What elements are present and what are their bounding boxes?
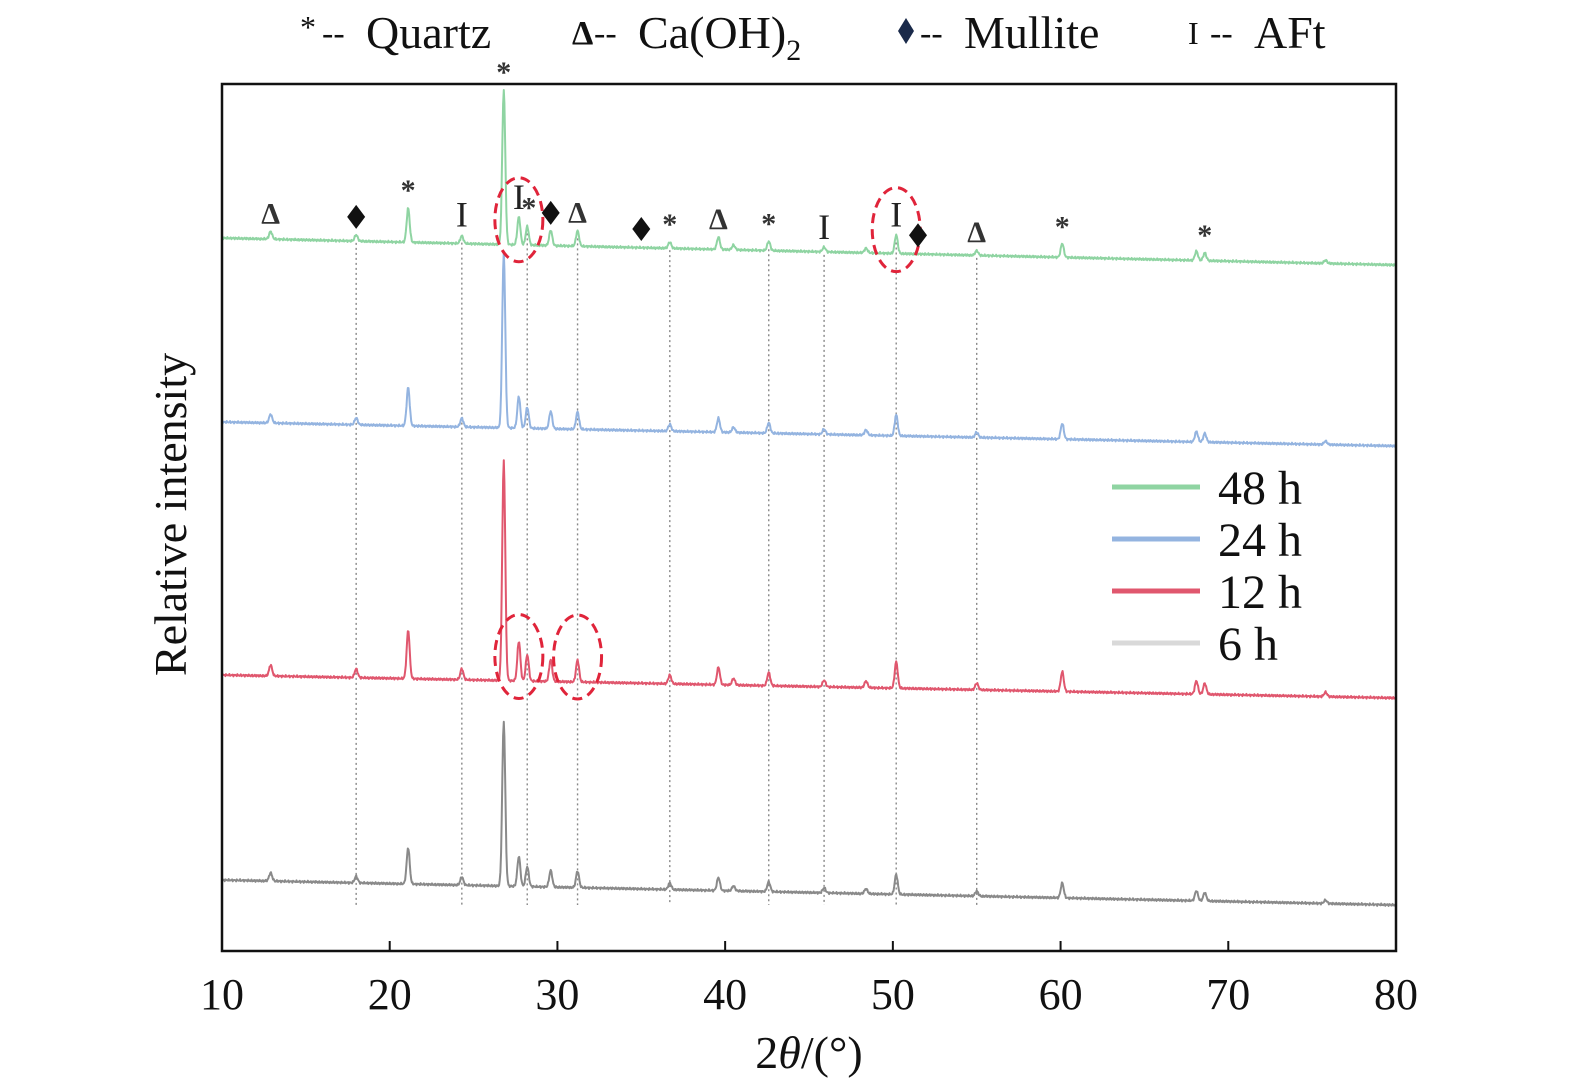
asterisk-icon: * — [1197, 219, 1212, 252]
legend-label: 24 h — [1218, 514, 1302, 567]
x-tick-label: 30 — [535, 970, 579, 1019]
triangle-icon: Δ — [967, 216, 986, 249]
legend-dash: -- — [322, 15, 345, 52]
series-line-24h — [221, 250, 1397, 448]
series-line-12h — [221, 459, 1397, 700]
triangle-icon: Δ — [261, 197, 280, 230]
x-tick-label: 40 — [703, 970, 747, 1019]
series-line-6h — [221, 720, 1397, 907]
legend-label: 12 h — [1218, 566, 1302, 619]
asterisk-icon: * — [300, 9, 316, 45]
asterisk-icon: * — [496, 56, 511, 89]
triangle-icon: Δ — [568, 196, 587, 229]
series-legend: 48 h24 h12 h6 h — [1112, 462, 1302, 671]
asterisk-icon: * — [662, 208, 677, 241]
x-tick-label: 60 — [1039, 970, 1083, 1019]
legend-dash: -- — [1210, 15, 1233, 52]
phase-legend-label: Quartz — [366, 7, 491, 58]
phase-legend-label: AFt — [1254, 7, 1326, 58]
series-legend-item: 48 h — [1112, 462, 1302, 515]
series-layer — [221, 89, 1397, 907]
series-legend-item: 12 h — [1112, 566, 1302, 619]
x-tick-label: 70 — [1206, 970, 1250, 1019]
series-legend-item: 24 h — [1112, 514, 1302, 567]
highlight-regions — [493, 176, 922, 701]
series-legend-item: 6 h — [1112, 618, 1278, 671]
x-tick-label: 20 — [368, 970, 412, 1019]
x-axis: 10 20 30 40 50 60 70 80 — [200, 941, 1418, 1019]
x-tick-label: 80 — [1374, 970, 1418, 1019]
triangle-icon: Δ — [572, 15, 593, 52]
plot-area-frame — [220, 82, 1398, 953]
bar-i-icon: I — [513, 177, 525, 217]
x-axis-label: 2θ/(°) — [755, 1027, 862, 1078]
series-line-48h — [221, 89, 1397, 267]
x-tick-label: 50 — [871, 970, 915, 1019]
asterisk-icon: * — [401, 174, 416, 207]
peak-markers: Δ*I*I* Δ * Δ * I I Δ * * — [261, 56, 1212, 252]
y-axis-label: Relative intensity — [145, 353, 196, 676]
diamond-icon — [541, 200, 560, 225]
legend-dash: -- — [920, 15, 943, 52]
highlight-ellipse — [493, 613, 545, 701]
highlight-ellipse — [552, 613, 604, 701]
phase-legend-item: -- Mullite — [898, 7, 1099, 58]
diamond-icon — [898, 18, 914, 44]
asterisk-icon: * — [521, 191, 536, 224]
asterisk-icon: * — [1055, 211, 1070, 244]
phase-legend-label: Ca(OH)2 — [638, 7, 801, 67]
highlight-ellipse — [493, 176, 545, 264]
phase-legend-item: I -- AFt — [1188, 7, 1326, 58]
diamond-icon — [632, 216, 651, 241]
triangle-icon: Δ — [709, 203, 728, 236]
legend-label: 48 h — [1218, 462, 1302, 515]
bar-i-icon: I — [1188, 15, 1199, 51]
phase-legend-item: Δ -- Ca(OH)2 — [572, 7, 801, 67]
diamond-icon — [347, 204, 366, 229]
bar-i-icon: I — [818, 207, 830, 247]
x-tick-label: 10 — [200, 970, 244, 1019]
legend-label: 6 h — [1218, 618, 1278, 671]
bar-i-icon: I — [456, 195, 468, 235]
reference-lines — [355, 233, 978, 905]
phase-legend-item: * -- Quartz — [300, 7, 491, 58]
phase-legend-label: Mullite — [964, 7, 1099, 58]
diamond-icon — [909, 223, 928, 248]
bar-i-icon: I — [890, 195, 902, 235]
phase-legend: * -- Quartz Δ -- Ca(OH)2 -- Mullite I -- AFt — [300, 7, 1326, 67]
asterisk-icon: * — [761, 207, 776, 240]
legend-dash: -- — [594, 15, 617, 52]
